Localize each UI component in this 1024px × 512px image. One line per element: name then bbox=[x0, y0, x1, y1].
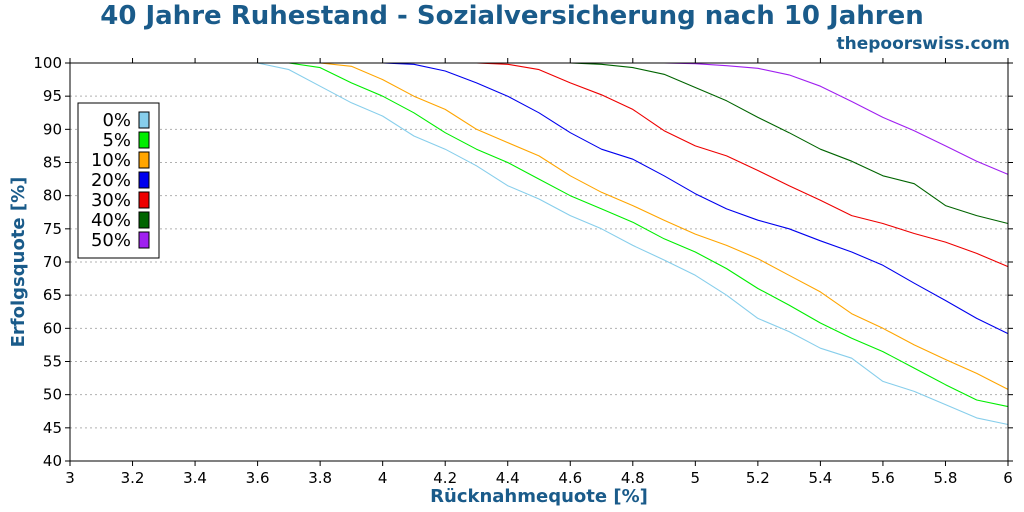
y-axis: 40 45 50 55 60 65 70 75 80 85 90 95 100 bbox=[33, 54, 1013, 470]
y-tick-label: 60 bbox=[43, 319, 62, 337]
legend-swatch bbox=[138, 211, 150, 229]
x-tick-label: 3.4 bbox=[183, 469, 207, 487]
grid-lines bbox=[70, 95, 1008, 429]
y-tick-label: 100 bbox=[33, 54, 62, 72]
y-tick-label: 45 bbox=[43, 419, 62, 437]
x-tick-label: 3 bbox=[65, 469, 75, 487]
y-tick-label: 55 bbox=[43, 353, 62, 371]
y-tick-label: 65 bbox=[43, 286, 62, 304]
series-line-10pct bbox=[70, 62, 1009, 390]
x-axis: 3 3.2 3.4 3.6 3.8 4 4.2 4.4 4.6 4.8 5 5.2 5.4 5.6 5.8 6 bbox=[65, 58, 1013, 487]
series-line-20pct bbox=[70, 62, 1009, 335]
y-tick-label: 80 bbox=[43, 187, 62, 205]
y-tick-label: 70 bbox=[43, 253, 62, 271]
legend-label: 50% bbox=[91, 230, 131, 251]
chart-title: 40 Jahre Ruhestand - Sozialversicherung … bbox=[100, 1, 924, 31]
x-tick-label: 4.4 bbox=[496, 469, 520, 487]
x-tick-label: 5.8 bbox=[934, 469, 958, 487]
legend-swatch bbox=[138, 131, 150, 149]
x-tick-label: 3.6 bbox=[246, 469, 270, 487]
legend-swatch bbox=[138, 171, 150, 189]
series-line-5pct bbox=[70, 62, 1009, 408]
x-tick-label: 5 bbox=[691, 469, 701, 487]
x-tick-label: 4.6 bbox=[558, 469, 582, 487]
site-brand: thepoorswiss.com bbox=[836, 34, 1011, 54]
x-tick-label: 3.8 bbox=[308, 469, 332, 487]
y-tick-label: 95 bbox=[43, 87, 62, 105]
y-tick-label: 50 bbox=[43, 386, 62, 404]
legend-label: 30% bbox=[91, 190, 131, 211]
y-tick-label: 40 bbox=[43, 452, 62, 470]
y-axis-label: Erfolgsquote [%] bbox=[8, 177, 29, 348]
series-line-30pct bbox=[70, 62, 1009, 268]
legend-swatch bbox=[138, 151, 150, 169]
x-tick-label: 3.2 bbox=[121, 469, 145, 487]
legend-label: 5% bbox=[102, 130, 131, 151]
legend-label: 20% bbox=[91, 170, 131, 191]
x-tick-label: 4 bbox=[378, 469, 388, 487]
legend-swatch bbox=[138, 231, 150, 249]
y-tick-label: 85 bbox=[43, 154, 62, 172]
x-tick-label: 5.2 bbox=[746, 469, 770, 487]
legend-label: 40% bbox=[91, 210, 131, 231]
legend-swatch bbox=[138, 111, 150, 129]
x-tick-label: 4.8 bbox=[621, 469, 645, 487]
y-tick-label: 75 bbox=[43, 220, 62, 238]
series-lines bbox=[70, 62, 1009, 426]
series-line-50pct bbox=[70, 62, 1009, 175]
legend-label: 0% bbox=[102, 110, 131, 131]
x-tick-label: 5.4 bbox=[808, 469, 832, 487]
series-line-0pct bbox=[70, 62, 1009, 426]
x-tick-label: 4.2 bbox=[433, 469, 457, 487]
x-tick-label: 6 bbox=[1003, 469, 1013, 487]
legend: 0%5%10%20%30%40%50% bbox=[77, 102, 160, 259]
legend-label: 10% bbox=[91, 150, 131, 171]
y-tick-label: 90 bbox=[43, 120, 62, 138]
legend-swatch bbox=[138, 191, 150, 209]
x-tick-label: 5.6 bbox=[871, 469, 895, 487]
x-axis-label: Rücknahmequote [%] bbox=[430, 486, 648, 507]
